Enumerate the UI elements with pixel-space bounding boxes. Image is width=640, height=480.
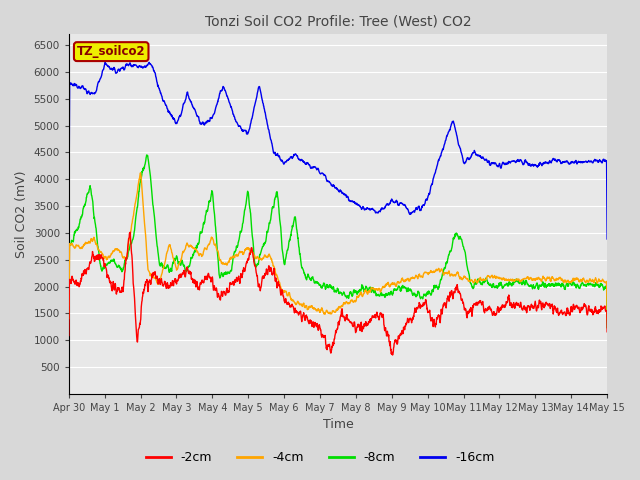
Title: Tonzi Soil CO2 Profile: Tree (West) CO2: Tonzi Soil CO2 Profile: Tree (West) CO2 [205, 15, 471, 29]
Legend: -2cm, -4cm, -8cm, -16cm: -2cm, -4cm, -8cm, -16cm [141, 446, 499, 469]
Y-axis label: Soil CO2 (mV): Soil CO2 (mV) [15, 170, 28, 258]
X-axis label: Time: Time [323, 419, 353, 432]
Text: TZ_soilco2: TZ_soilco2 [77, 45, 145, 58]
